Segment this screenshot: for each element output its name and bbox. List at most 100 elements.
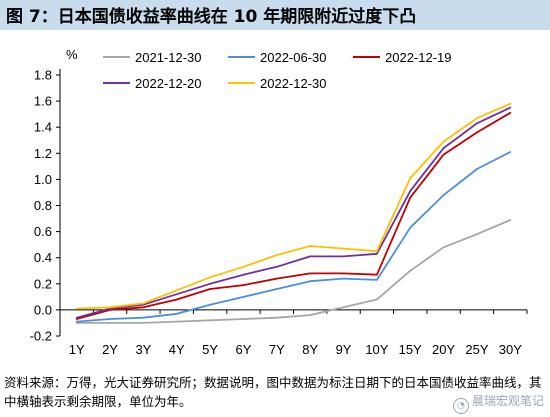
x-tick-label: 3Y bbox=[135, 342, 151, 357]
data-point bbox=[142, 302, 145, 305]
x-tick-label: 7Y bbox=[269, 342, 285, 357]
data-point bbox=[409, 196, 412, 199]
legend-label-2021-12-30: 2021-12-30 bbox=[135, 50, 202, 65]
data-point bbox=[242, 273, 245, 276]
data-point bbox=[375, 250, 378, 253]
title-bar bbox=[0, 0, 550, 30]
data-point bbox=[509, 151, 512, 153]
data-point bbox=[442, 140, 445, 143]
data-point bbox=[209, 282, 212, 285]
data-point bbox=[375, 298, 378, 301]
legend: 2021-12-30 2022-06-30 2022-12-19 2022-12-20… bbox=[103, 50, 452, 91]
y-tick-label: 0.8 bbox=[34, 198, 52, 213]
data-point bbox=[509, 111, 512, 114]
y-tick-label: 0.4 bbox=[34, 250, 52, 265]
chart: 2021-12-30 2022-06-30 2022-12-19 2022-12-20… bbox=[30, 47, 528, 357]
data-point bbox=[309, 272, 312, 275]
data-point bbox=[209, 276, 212, 279]
legend-label-2022-12-30: 2022-12-30 bbox=[260, 76, 327, 91]
y-tick-label: 0.0 bbox=[34, 302, 52, 317]
data-point bbox=[109, 306, 111, 309]
x-tick-label: 20Y bbox=[432, 342, 455, 357]
watermark: ◔ 晨瑞宏观笔记 bbox=[452, 392, 544, 414]
data-point bbox=[175, 298, 178, 301]
y-unit-label: % bbox=[66, 47, 78, 62]
series-line-2022-12-19 bbox=[76, 112, 511, 320]
data-point bbox=[442, 147, 445, 149]
y-tick-label: 1.6 bbox=[34, 94, 52, 109]
x-tick-label: 5Y bbox=[202, 342, 218, 357]
data-point bbox=[275, 277, 278, 280]
data-point bbox=[175, 312, 178, 315]
watermark-text: 晨瑞宏观笔记 bbox=[471, 394, 544, 408]
data-point bbox=[476, 131, 478, 134]
data-point bbox=[175, 320, 178, 323]
x-tick-label: 25Y bbox=[465, 342, 488, 357]
y-tick-label: 0.6 bbox=[34, 224, 52, 239]
data-point bbox=[209, 319, 212, 322]
data-point bbox=[442, 194, 445, 196]
series-line-2022-12-20 bbox=[76, 106, 511, 319]
x-tick-label: 4Y bbox=[169, 342, 185, 357]
data-point bbox=[409, 269, 412, 272]
data-point bbox=[109, 322, 111, 324]
x-tick-label: 10Y bbox=[365, 342, 388, 357]
data-point bbox=[509, 102, 512, 105]
data-point bbox=[342, 247, 345, 250]
data-point bbox=[175, 289, 178, 292]
data-point bbox=[509, 106, 512, 109]
data-point bbox=[375, 273, 378, 276]
data-point bbox=[509, 218, 512, 221]
data-point bbox=[476, 122, 478, 125]
data-point bbox=[309, 314, 312, 317]
figure-title: 图 7：日本国债收益率曲线在 10 年期限附近过度下凸 bbox=[6, 7, 417, 27]
data-point bbox=[309, 280, 312, 283]
data-point bbox=[342, 272, 345, 275]
x-tick-label: 30Y bbox=[499, 342, 522, 357]
x-tick-label: 8Y bbox=[302, 342, 318, 357]
wechat-icon: ◔ bbox=[452, 398, 469, 414]
data-point bbox=[476, 117, 478, 119]
legend-label-2022-12-19: 2022-12-19 bbox=[385, 50, 452, 65]
y-tick-label: 1.2 bbox=[34, 146, 52, 161]
data-point bbox=[275, 265, 278, 268]
x-tick-label: 2Y bbox=[102, 342, 118, 357]
data-point bbox=[442, 153, 445, 156]
data-point bbox=[409, 190, 412, 193]
data-point bbox=[342, 277, 345, 280]
legend-label-2022-06-30: 2022-06-30 bbox=[260, 50, 327, 65]
data-point bbox=[242, 284, 245, 287]
series-line-2022-12-30 bbox=[76, 102, 511, 310]
data-point bbox=[442, 246, 445, 249]
data-point bbox=[409, 177, 412, 179]
data-point bbox=[476, 233, 478, 236]
data-point bbox=[75, 307, 78, 310]
data-point bbox=[476, 168, 478, 170]
y-tick-label: 1.4 bbox=[34, 120, 52, 135]
data-point bbox=[109, 318, 111, 320]
data-point bbox=[209, 288, 212, 290]
x-tick-label: 6Y bbox=[236, 342, 252, 357]
y-axis: -0.2 0.0 0.2 0.4 0.6 0.8 1.0 1.2 1.4 1.6 1.8% bbox=[30, 47, 78, 344]
y-tick-label: 0.2 bbox=[34, 276, 52, 291]
data-point bbox=[375, 278, 378, 281]
source-note: 资料来源：万得，光大证券研究所；数据说明，图中数据为标注日期下的日本国债收益率曲… bbox=[4, 375, 542, 409]
data-point bbox=[375, 252, 378, 255]
data-point bbox=[275, 254, 278, 256]
series-line-2021-12-30 bbox=[76, 219, 511, 324]
y-tick-label: -0.2 bbox=[30, 329, 52, 344]
data-point bbox=[142, 306, 145, 309]
data-point bbox=[242, 295, 245, 298]
data-point bbox=[342, 255, 345, 258]
x-tick-label: 9Y bbox=[336, 342, 352, 357]
data-point bbox=[209, 303, 212, 306]
y-tick-label: 1.0 bbox=[34, 172, 52, 187]
x-tick-label: 15Y bbox=[399, 342, 422, 357]
series-line-2022-06-30 bbox=[76, 151, 511, 323]
data-point bbox=[309, 255, 312, 258]
x-tick-label: 1Y bbox=[69, 342, 85, 357]
data-point bbox=[75, 316, 78, 319]
data-point bbox=[342, 306, 345, 309]
data-point bbox=[142, 322, 145, 324]
y-tick-label: 1.8 bbox=[34, 68, 52, 83]
